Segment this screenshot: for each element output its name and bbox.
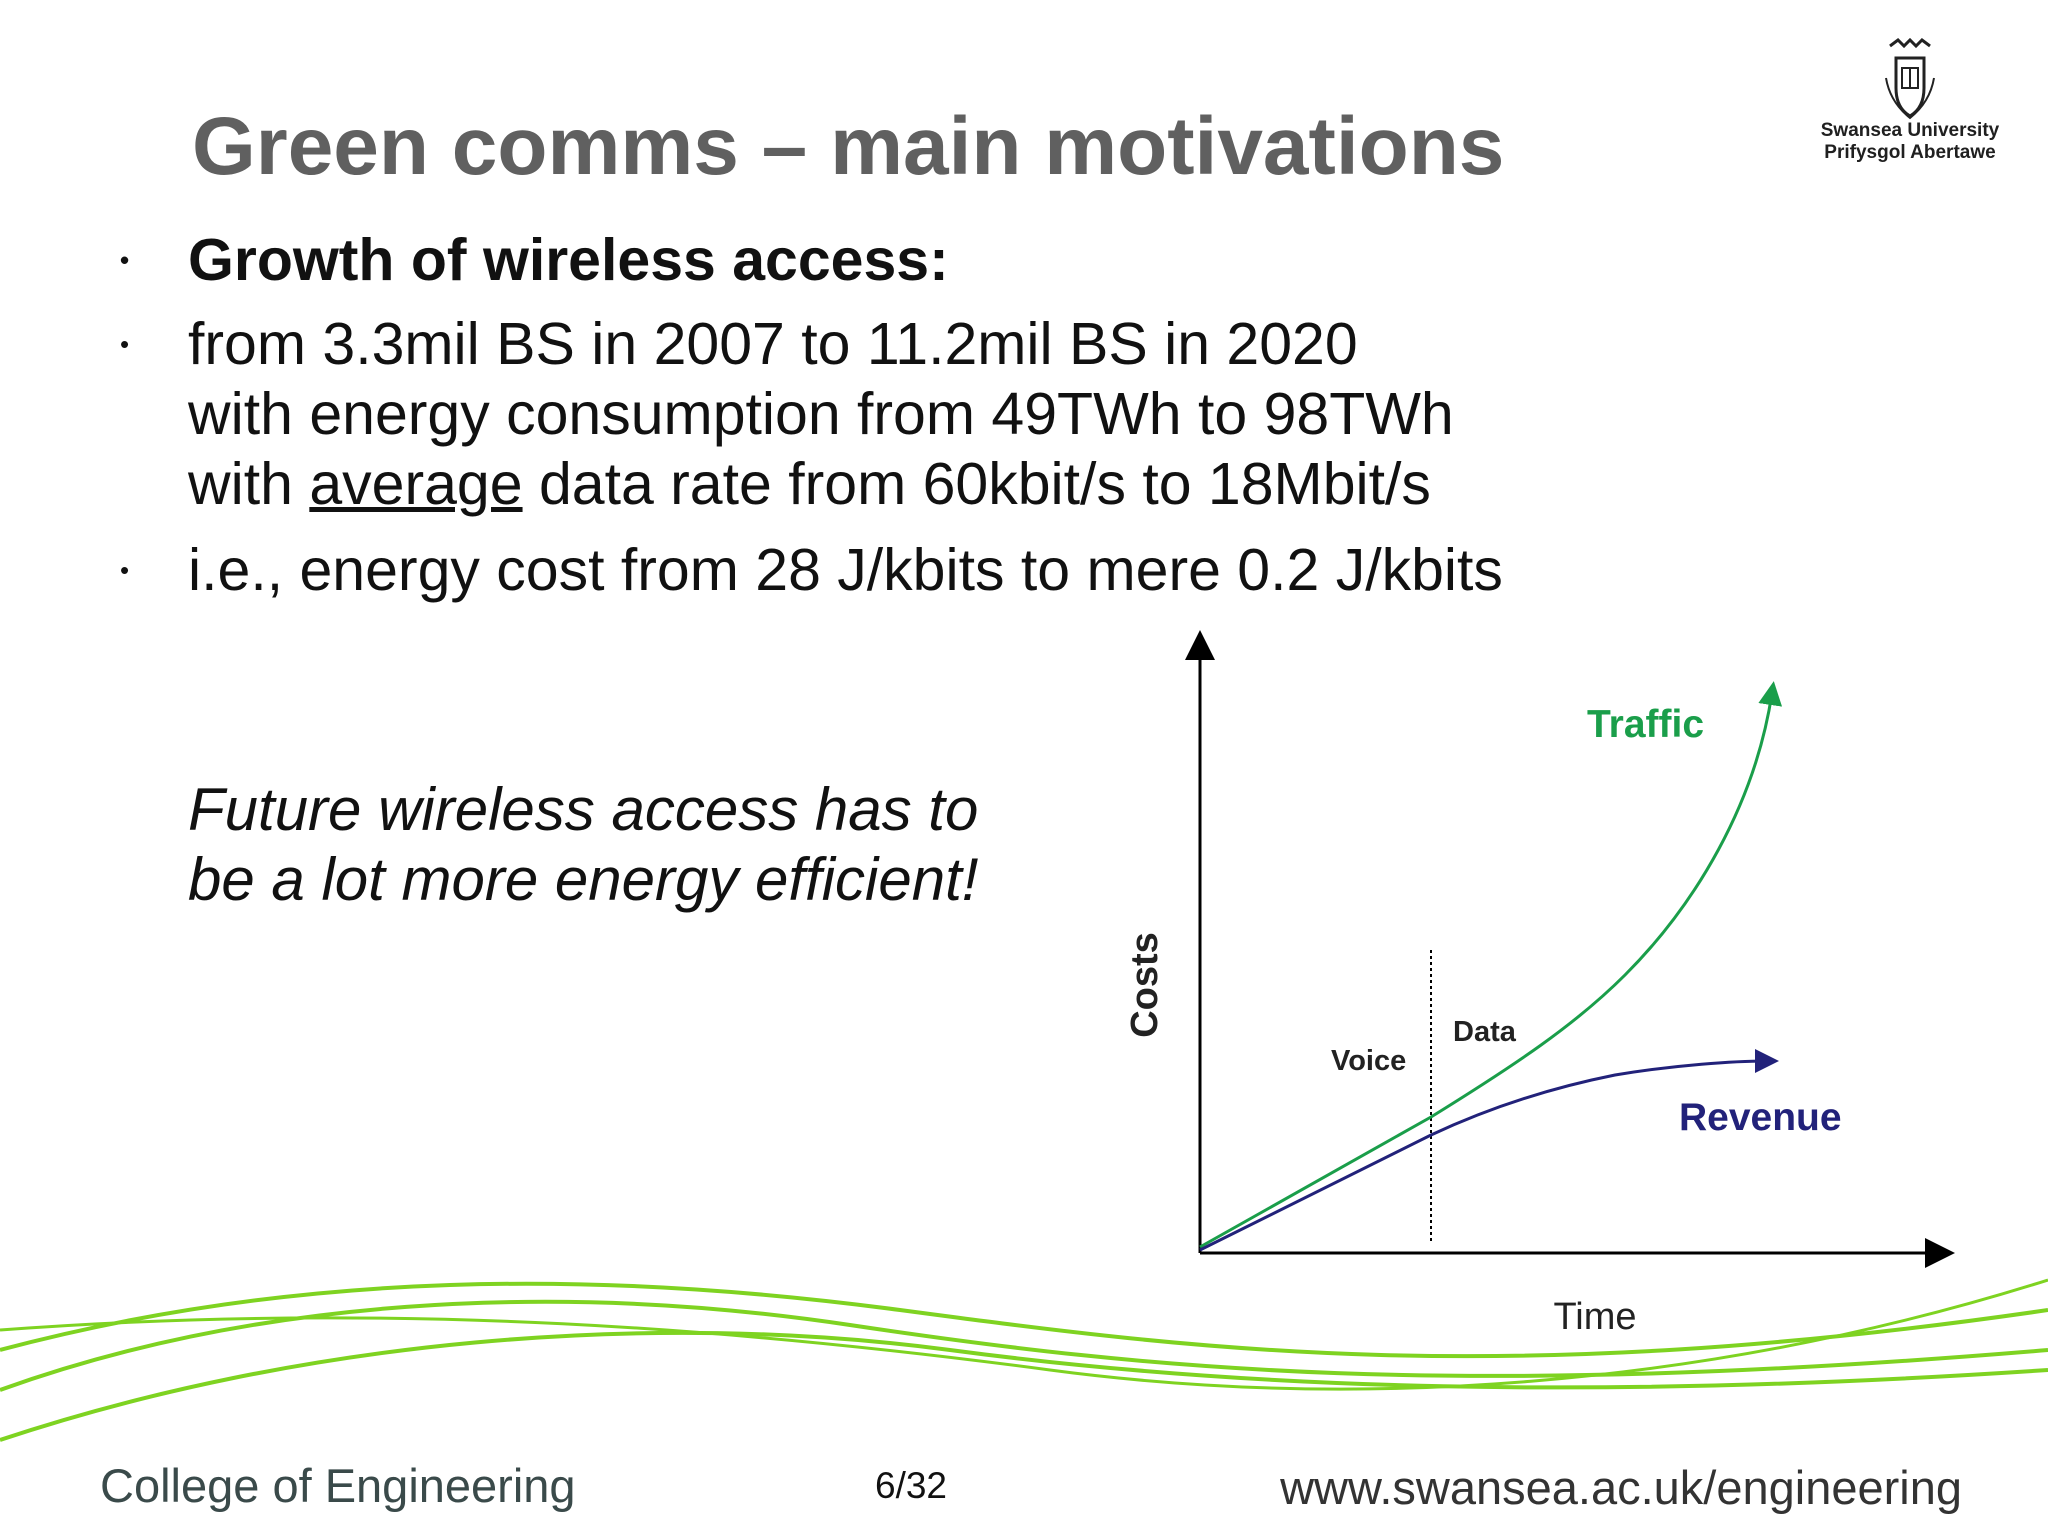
region-label-data: Data: [1453, 1016, 1517, 1048]
bullet-text-line: with average data rate from 60kbit/s to …: [188, 449, 1680, 519]
website-url: www.swansea.ac.uk/engineering: [1280, 1461, 1962, 1514]
bullet-item: • from 3.3mil BS in 2007 to 11.2mil BS i…: [120, 309, 1680, 519]
bullet-text-line: with energy consumption from 49TWh to 98…: [188, 381, 1454, 447]
bullet-text-segment: with: [188, 451, 310, 517]
university-logo: Swansea University Prifysgol Abertawe: [1800, 38, 2020, 164]
note-line: be a lot more energy efficient!: [188, 846, 979, 913]
university-name-cy: Prifysgol Abertawe: [1824, 142, 1996, 163]
university-crest-icon: [1885, 38, 1935, 120]
bullet-item: • i.e., energy cost from 28 J/kbits to m…: [120, 535, 1680, 605]
university-name-en: Swansea University: [1820, 120, 2000, 141]
bullet-text: i.e., energy cost from 28 J/kbits to mer…: [188, 537, 1503, 603]
note-line: Future wireless access has to: [188, 776, 979, 843]
costs-chart: Costs Time Voice Data Traffic Revenue: [1124, 630, 1955, 1338]
bullet-text-line: from 3.3mil BS in 2007 to 11.2mil BS in …: [188, 311, 1358, 377]
series-label-traffic: Traffic: [1587, 703, 1704, 746]
traffic-series-line: [1199, 681, 1783, 1249]
bullet-dot-icon: •: [120, 329, 130, 359]
region-label-voice: Voice: [1331, 1045, 1406, 1077]
underlined-word: average: [309, 451, 523, 517]
decorative-waves: [0, 1278, 2048, 1442]
bullet-list: • Growth of wireless access: • from 3.3m…: [120, 225, 1680, 605]
college-name: College of Engineering: [100, 1459, 576, 1512]
emphasis-note: Future wireless access has to be a lot m…: [188, 775, 978, 915]
x-axis-label: Time: [1553, 1296, 1636, 1338]
slide-title: Green comms – main motivations: [192, 101, 1505, 192]
bullet-dot-icon: •: [120, 245, 130, 275]
bullet-item: • Growth of wireless access:: [120, 225, 1680, 295]
series-label-revenue: Revenue: [1679, 1096, 1842, 1139]
bullet-text-segment: data rate from 60kbit/s to 18Mbit/s: [522, 451, 1431, 517]
bullet-text: Growth of wireless access:: [188, 227, 949, 293]
bullet-dot-icon: •: [120, 555, 130, 585]
y-axis-label: Costs: [1124, 932, 1166, 1038]
page-number: 6/32: [875, 1465, 948, 1506]
revenue-series-line: [1199, 1049, 1779, 1252]
